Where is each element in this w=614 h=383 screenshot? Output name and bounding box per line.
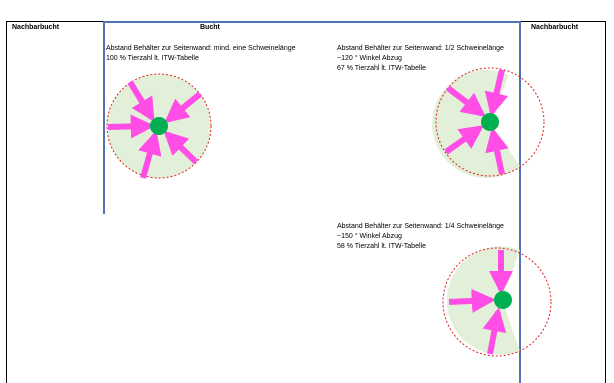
scenario-3-angle: ~150 ° Winkel Abzug: [337, 233, 402, 240]
scenario-3-animal-count: 58 % Tierzahl lt. ITW-Tabelle: [337, 243, 426, 250]
header-pen: Bucht: [200, 24, 220, 31]
scenario-1-feeder: [150, 117, 168, 135]
scenario-2-distance: Abstand Behälter zur Seitenwand: 1/2 Sch…: [337, 45, 504, 52]
scenario-1-arrow-west: [107, 114, 155, 139]
scenario-1-animal-count: 100 % Tierzahl lt. ITW-Tabelle: [106, 55, 199, 62]
scenario-3-text: Abstand Behälter zur Seitenwand: 1/4 Sch…: [337, 222, 504, 252]
scenario-2-access-zone: [432, 69, 520, 178]
scenario-3-diagram: [442, 246, 552, 357]
header-right-neighbor-pen: Nachbarbucht: [531, 24, 579, 31]
pen-left-wall: [103, 21, 105, 214]
scenario-1-arrow-northeast: [164, 91, 202, 124]
scenario-2-arrow-southwest: [444, 125, 484, 155]
scenario-1-text: Abstand Behälter zur Seitenwand: mind. e…: [106, 44, 296, 64]
scenario-3-arrow-south: [482, 307, 507, 355]
scenario-2-animal-count: 67 % Tierzahl lt. ITW-Tabelle: [337, 65, 426, 72]
scenario-2-angle: ~120 ° Winkel Abzug: [337, 55, 402, 62]
scenario-2-feeder: [481, 113, 499, 131]
scenario-1-arrow-southeast: [163, 130, 199, 165]
pen-top-wall: [104, 21, 520, 23]
scenario-1-arrow-northwest: [127, 80, 155, 123]
scenario-1-distance: Abstand Behälter zur Seitenwand: mind. e…: [106, 45, 296, 52]
scenario-1-diagram: [106, 73, 212, 179]
scenario-2-arrow-south: [485, 127, 509, 175]
scenario-3-arrow-west: [448, 288, 496, 313]
scenario-3-distance: Abstand Behälter zur Seitenwand: 1/4 Sch…: [337, 223, 504, 230]
scenario-2-zone-border: [435, 67, 545, 177]
scenario-2-arrow-northwest: [446, 85, 486, 117]
pen-right-wall: [519, 21, 521, 383]
scenario-2-arrow-north: [484, 69, 509, 117]
scenario-3-feeder: [494, 291, 512, 309]
scenario-2-text: Abstand Behälter zur Seitenwand: 1/2 Sch…: [337, 44, 504, 74]
scenario-3-zone-border: [442, 247, 552, 357]
header-left-neighbor-pen: Nachbarbucht: [12, 24, 60, 31]
scenario-1-arrow-south: [138, 130, 162, 179]
scenario-2-diagram: [432, 67, 545, 178]
